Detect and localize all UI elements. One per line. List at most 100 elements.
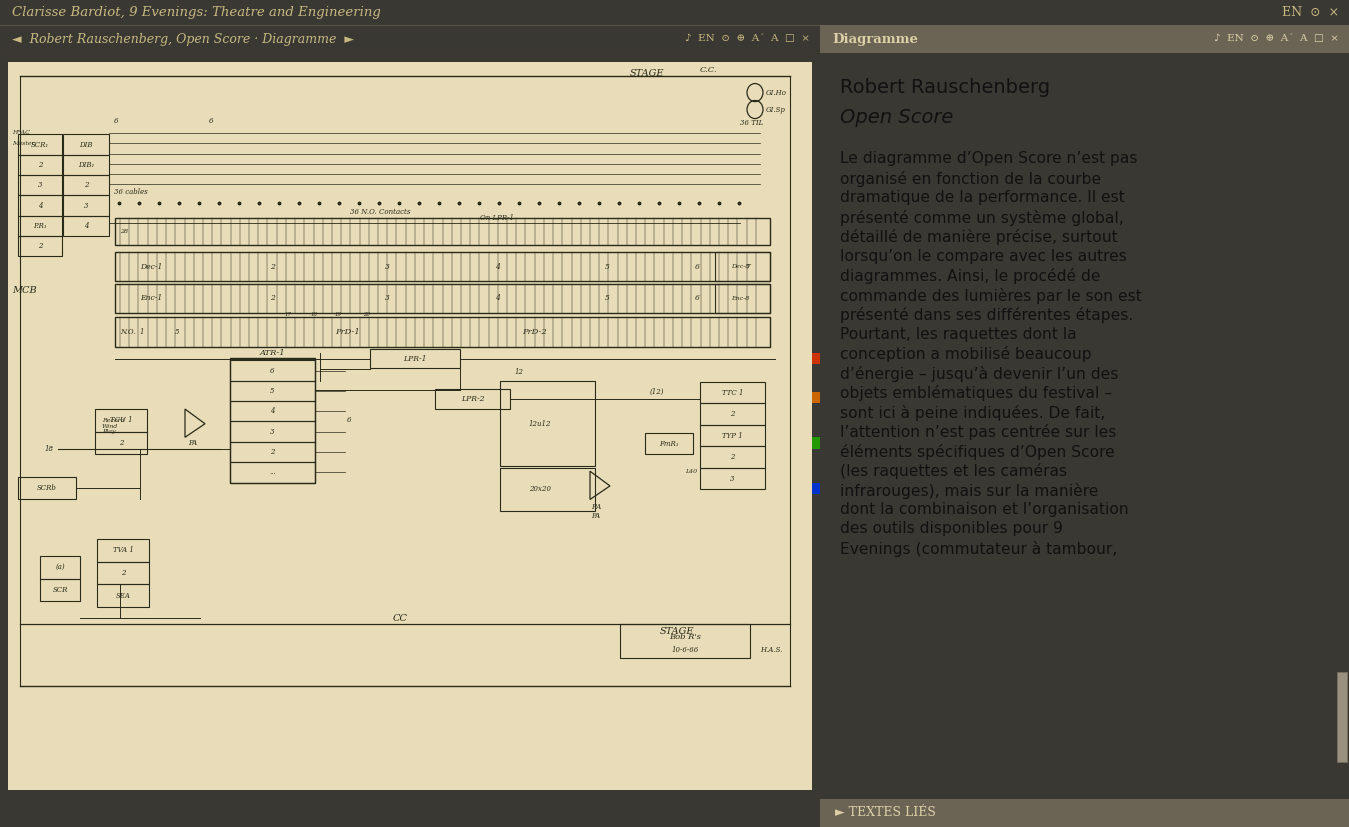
Text: H°AC: H°AC	[12, 130, 30, 135]
Text: 20x20: 20x20	[529, 485, 550, 493]
Text: 6: 6	[347, 416, 352, 424]
Text: 2: 2	[270, 448, 275, 456]
Text: STAGE: STAGE	[630, 69, 665, 78]
Text: TTC 1: TTC 1	[722, 389, 743, 397]
Text: 3: 3	[384, 263, 390, 270]
Text: 2: 2	[38, 242, 42, 251]
Bar	[63, 155, 109, 175]
Text: 2: 2	[119, 439, 123, 447]
Text: FmR₁: FmR₁	[660, 439, 679, 447]
Text: PrD-2: PrD-2	[522, 328, 548, 337]
Text: des outils disponibles pour 9: des outils disponibles pour 9	[840, 522, 1063, 537]
Text: SCRb: SCRb	[36, 484, 57, 492]
Text: 18: 18	[45, 445, 54, 452]
Text: EN  ⊙  ×: EN ⊙ ×	[1282, 6, 1340, 19]
Text: 3: 3	[730, 475, 735, 483]
Text: PA: PA	[591, 513, 600, 520]
Bar	[18, 195, 62, 216]
Text: dramatique de la performance. Il est: dramatique de la performance. Il est	[840, 190, 1125, 205]
Bar	[500, 468, 595, 511]
Text: C.C.: C.C.	[700, 66, 718, 74]
Text: (a): (a)	[55, 563, 65, 571]
Text: Clarisse Bardiot, 9 Evenings: Theatre and Engineering: Clarisse Bardiot, 9 Evenings: Theatre an…	[12, 6, 380, 19]
Text: Pourtant, les raquettes dont la: Pourtant, les raquettes dont la	[840, 327, 1077, 342]
Text: 5: 5	[175, 328, 179, 337]
Bar	[40, 556, 80, 579]
Text: objets emblématiques du festival –: objets emblématiques du festival –	[840, 385, 1112, 401]
Bar	[715, 252, 770, 281]
Text: 2: 2	[38, 161, 42, 169]
Bar	[715, 284, 770, 313]
Bar	[812, 392, 822, 404]
Text: 4: 4	[38, 202, 42, 209]
Text: 5: 5	[270, 387, 275, 395]
Text: Open Score: Open Score	[840, 108, 954, 127]
Bar	[94, 409, 147, 432]
Text: 19: 19	[335, 312, 343, 317]
Bar	[700, 404, 765, 425]
Text: SCR: SCR	[53, 586, 67, 594]
Text: DIB₁: DIB₁	[78, 161, 94, 169]
Text: Enc-1: Enc-1	[140, 294, 162, 303]
Text: 2: 2	[270, 263, 275, 270]
Text: 3: 3	[38, 181, 42, 189]
Text: infrarouges), mais sur la manière: infrarouges), mais sur la manière	[840, 482, 1098, 499]
Bar	[229, 380, 316, 401]
Text: Dec-8: Dec-8	[731, 264, 749, 269]
Bar	[812, 437, 822, 448]
Bar	[18, 175, 62, 195]
Bar	[229, 462, 316, 482]
Text: Record
Wind
Play: Record Wind Play	[103, 418, 124, 434]
Text: RA: RA	[591, 504, 602, 511]
Bar	[621, 624, 750, 657]
Text: 2: 2	[270, 294, 275, 303]
Text: DIB: DIB	[80, 141, 93, 149]
Text: 5: 5	[604, 294, 610, 303]
Text: 1: 1	[140, 328, 144, 337]
Text: ♪  EN  ⊙  ⊕  A´  A  □  ×: ♪ EN ⊙ ⊕ A´ A □ ×	[685, 35, 809, 44]
Bar	[18, 237, 62, 256]
Text: 2: 2	[121, 569, 125, 577]
Text: TCU 1: TCU 1	[109, 416, 132, 424]
Text: éléments spécifiques d’Open Score: éléments spécifiques d’Open Score	[840, 443, 1114, 460]
Text: 2: 2	[84, 181, 88, 189]
Bar	[820, 25, 1349, 53]
Text: On LPR-1: On LPR-1	[480, 214, 514, 222]
Text: ATR-1: ATR-1	[260, 348, 285, 356]
Text: TVA 1: TVA 1	[112, 547, 134, 554]
Text: sont ici à peine indiquées. De fait,: sont ici à peine indiquées. De fait,	[840, 404, 1105, 420]
Text: TYP 1: TYP 1	[722, 432, 743, 440]
Text: 10-6-66: 10-6-66	[672, 646, 699, 654]
Text: 4: 4	[495, 263, 500, 270]
Text: 36 N.O. Contacts: 36 N.O. Contacts	[349, 208, 410, 217]
Bar	[229, 361, 316, 380]
Text: MCB: MCB	[12, 286, 36, 295]
Bar	[700, 382, 765, 404]
Bar	[812, 352, 822, 364]
Bar	[370, 349, 460, 368]
Text: Bob R's: Bob R's	[669, 633, 701, 642]
Bar	[700, 447, 765, 468]
Text: SEA: SEA	[116, 591, 131, 600]
Text: H.A.S.: H.A.S.	[759, 646, 782, 654]
Text: organisé en fonction de la courbe: organisé en fonction de la courbe	[840, 170, 1101, 187]
Text: PrD-1: PrD-1	[335, 328, 360, 337]
Text: Diagramme: Diagramme	[832, 32, 917, 45]
Text: 6: 6	[695, 263, 700, 270]
Text: 36 cables: 36 cables	[115, 188, 148, 196]
Text: Evenings (commutateur à tambour,: Evenings (commutateur à tambour,	[840, 541, 1117, 557]
Text: (12): (12)	[650, 388, 665, 396]
Text: 7: 7	[745, 263, 750, 270]
Bar	[700, 468, 765, 490]
Text: SCR₁: SCR₁	[31, 141, 49, 149]
Text: N.O.: N.O.	[120, 328, 135, 337]
Text: présenté comme un système global,: présenté comme un système global,	[840, 209, 1124, 226]
Text: ◄  Robert Rauschenberg, Open Score · Diagramme  ►: ◄ Robert Rauschenberg, Open Score · Diag…	[12, 32, 353, 45]
Bar	[700, 425, 765, 447]
Text: 20: 20	[363, 312, 370, 317]
Bar	[645, 433, 693, 454]
Text: 28: 28	[120, 229, 128, 234]
Text: d’énergie – jusqu’à devenir l’un des: d’énergie – jusqu’à devenir l’un des	[840, 366, 1118, 381]
Bar	[115, 252, 770, 281]
Bar	[40, 579, 80, 601]
